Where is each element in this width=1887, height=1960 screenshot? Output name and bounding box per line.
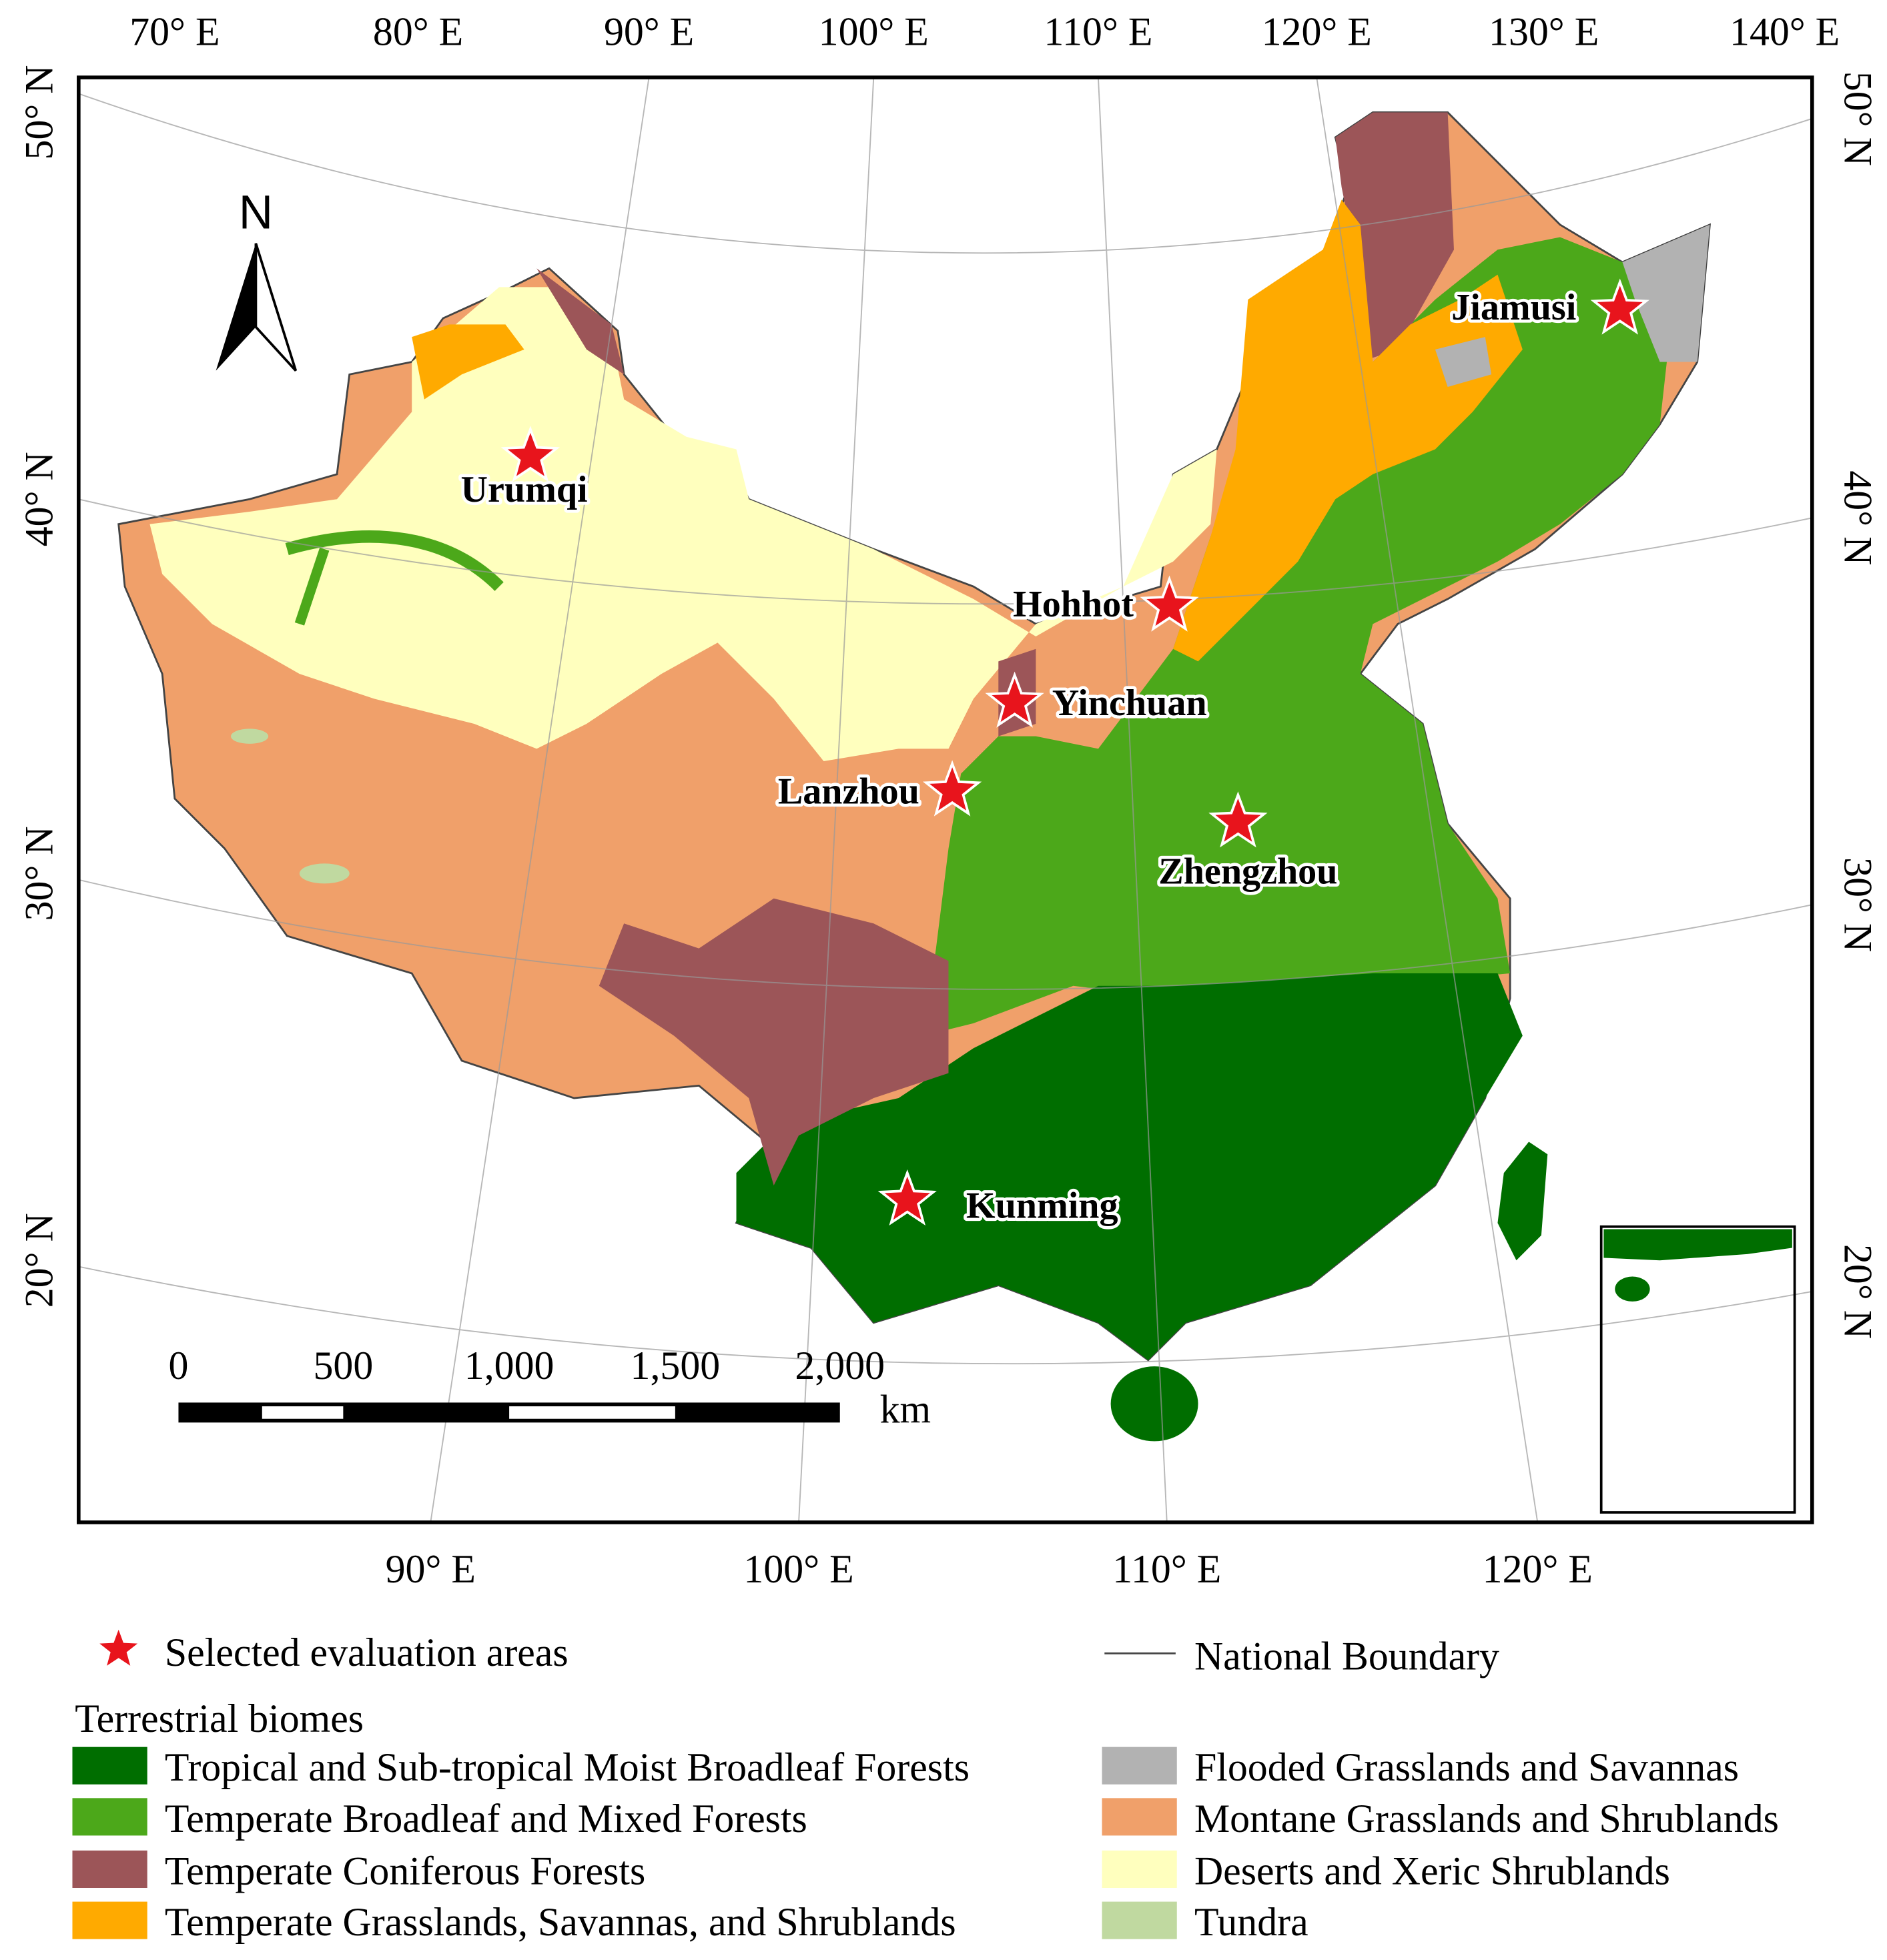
scale-tick-label: 0 <box>169 1344 189 1388</box>
biome-region <box>231 728 269 744</box>
scale-tick-label: 500 <box>313 1344 373 1388</box>
lon-label: 80° E <box>373 9 463 53</box>
legend-label: Tropical and Sub-tropical Moist Broadlea… <box>165 1745 970 1789</box>
city-label: Zhengzhou <box>1158 851 1337 892</box>
biome-region <box>149 287 1217 762</box>
biome-region <box>1622 224 1710 362</box>
legend-label: National Boundary <box>1194 1634 1499 1678</box>
legend-swatch <box>72 1850 147 1888</box>
evaluation-area-star <box>922 760 982 817</box>
lon-label: 110° E <box>1112 1547 1221 1591</box>
lat-label: 20° N <box>1836 1244 1880 1339</box>
lon-label: 90° E <box>386 1547 476 1591</box>
legend-label: Temperate Coniferous Forests <box>165 1849 645 1893</box>
legend-label: Deserts and Xeric Shrublands <box>1194 1849 1670 1893</box>
biome-region <box>1435 337 1492 387</box>
legend-swatch <box>1102 1747 1177 1785</box>
north-arrow: N <box>216 186 298 372</box>
legend-label: Montane Grasslands and Shrublands <box>1194 1797 1779 1841</box>
legend-swatch <box>1102 1798 1177 1836</box>
lon-label: 140° E <box>1730 9 1840 53</box>
lat-label: 30° N <box>17 826 61 921</box>
inset-island <box>1615 1276 1650 1302</box>
scale-tick-label: 1,000 <box>464 1344 554 1388</box>
legend-swatch <box>1102 1901 1177 1939</box>
lat-label: 50° N <box>1836 71 1880 166</box>
legend-swatch <box>72 1747 147 1785</box>
biome-region <box>1173 199 1523 662</box>
lat-label: 20° N <box>17 1213 61 1308</box>
biome-region <box>923 237 1673 1036</box>
scale-tick-label: 1,500 <box>631 1344 721 1388</box>
city-label: Lanzhou <box>778 771 919 813</box>
graticule <box>78 77 1813 1523</box>
lon-label: 120° E <box>1483 1547 1593 1591</box>
legend-star <box>99 1629 138 1666</box>
biome-region <box>412 324 524 400</box>
legend-label: Temperate Grasslands, Savannas, and Shru… <box>165 1900 956 1944</box>
lon-label: 90° E <box>604 9 694 53</box>
map-frame <box>77 75 1814 1524</box>
legend-swatch <box>72 1798 147 1836</box>
biome-region <box>736 973 1523 1360</box>
lon-label: 110° E <box>1044 9 1152 53</box>
lon-label: 120° E <box>1262 9 1372 53</box>
evaluation-area-star <box>1208 791 1268 848</box>
biome-region <box>294 547 330 626</box>
lon-label: 100° E <box>819 9 929 53</box>
scale-bar: km 0 500 1,000 1,500 2,000 <box>169 1344 931 1431</box>
biome-region <box>1110 1366 1198 1442</box>
biome-map <box>117 111 1712 1442</box>
biome-region <box>536 268 625 375</box>
city-label: Yinchuan <box>1052 682 1207 724</box>
legend-label: Flooded Grasslands and Savannas <box>1194 1745 1739 1789</box>
city-label: Hohhot <box>1013 584 1134 625</box>
scale-unit: km <box>880 1387 931 1431</box>
lon-label: 70° E <box>129 9 220 53</box>
scale-tick-label: 2,000 <box>795 1344 885 1388</box>
legend-label: Temperate Broadleaf and Mixed Forests <box>165 1797 807 1841</box>
city-label: Jiamusi <box>1451 287 1576 328</box>
city-label: Urumqi <box>460 469 587 510</box>
legend-swatch <box>1102 1850 1177 1888</box>
biome-region <box>1497 1141 1548 1261</box>
north-label: N <box>239 186 273 239</box>
inset-frame <box>1599 1225 1796 1514</box>
biome-region <box>599 898 949 1185</box>
inset-land <box>1603 1229 1792 1261</box>
lat-label: 40° N <box>17 452 61 546</box>
legend-label: Selected evaluation areas <box>165 1630 569 1674</box>
evaluation-area-star <box>1140 575 1199 632</box>
lat-label: 50° N <box>17 65 61 159</box>
lon-label: 100° E <box>743 1547 853 1591</box>
evaluation-area-star <box>877 1169 937 1226</box>
lat-label: 40° N <box>1836 470 1880 565</box>
legend-swatch <box>72 1901 147 1939</box>
lon-label: 130° E <box>1489 9 1599 53</box>
evaluation-area-star <box>1590 278 1649 335</box>
city-label: Kunming <box>966 1185 1118 1227</box>
biome-region <box>299 863 350 884</box>
evaluation-area-star <box>985 671 1044 728</box>
lat-label: 30° N <box>1836 857 1880 952</box>
evaluation-area-star <box>500 426 560 482</box>
legend-title: Terrestrial biomes <box>75 1696 364 1741</box>
legend-label: Tundra <box>1194 1900 1308 1944</box>
biome-region <box>285 530 504 591</box>
